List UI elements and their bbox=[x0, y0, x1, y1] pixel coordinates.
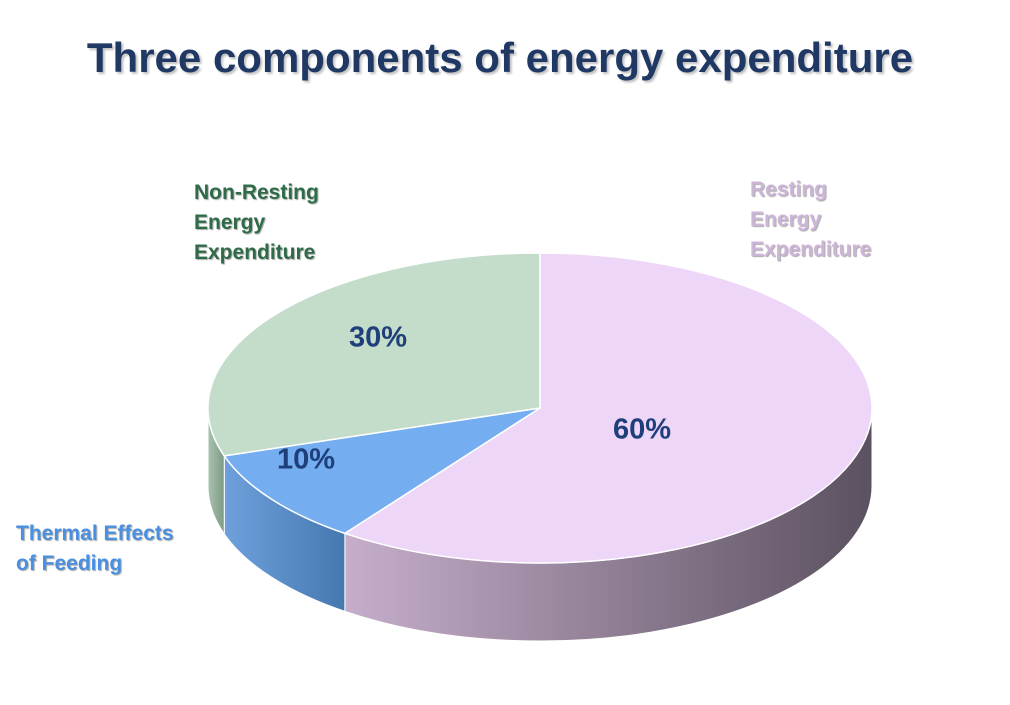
slice-category-label: Resting Energy Expenditure bbox=[750, 175, 970, 265]
slice-category-label: Thermal Effects of Feeding bbox=[16, 519, 236, 579]
slice-category-label-line: Thermal Effects bbox=[16, 522, 174, 545]
slice-category-label-line: Non-Resting bbox=[194, 181, 319, 204]
pie-data-labels: 60% 10% 30% bbox=[277, 322, 671, 476]
slice-data-label: 10% bbox=[277, 444, 335, 476]
slice-category-label-line: Resting bbox=[750, 178, 828, 201]
pie-slice-1 bbox=[222, 407, 541, 535]
slice-category-label-line: Energy bbox=[194, 211, 266, 234]
slice-category-label: Non-Resting Energy Expenditure bbox=[194, 178, 414, 268]
pie-slice-2 bbox=[207, 252, 541, 457]
slice-category-label-line: Energy bbox=[750, 208, 822, 231]
pie-slice-0 bbox=[343, 252, 873, 564]
slice-data-label: 60% bbox=[613, 414, 671, 446]
chart-title: Three components of energy expenditure bbox=[86, 34, 914, 81]
slice-category-label-line: of Feeding bbox=[16, 552, 123, 575]
slice-category-label-line: Expenditure bbox=[194, 241, 316, 264]
pie-tops bbox=[207, 252, 873, 564]
slice-category-label-line: Expenditure bbox=[750, 238, 872, 261]
slice-data-label: 30% bbox=[349, 322, 407, 354]
